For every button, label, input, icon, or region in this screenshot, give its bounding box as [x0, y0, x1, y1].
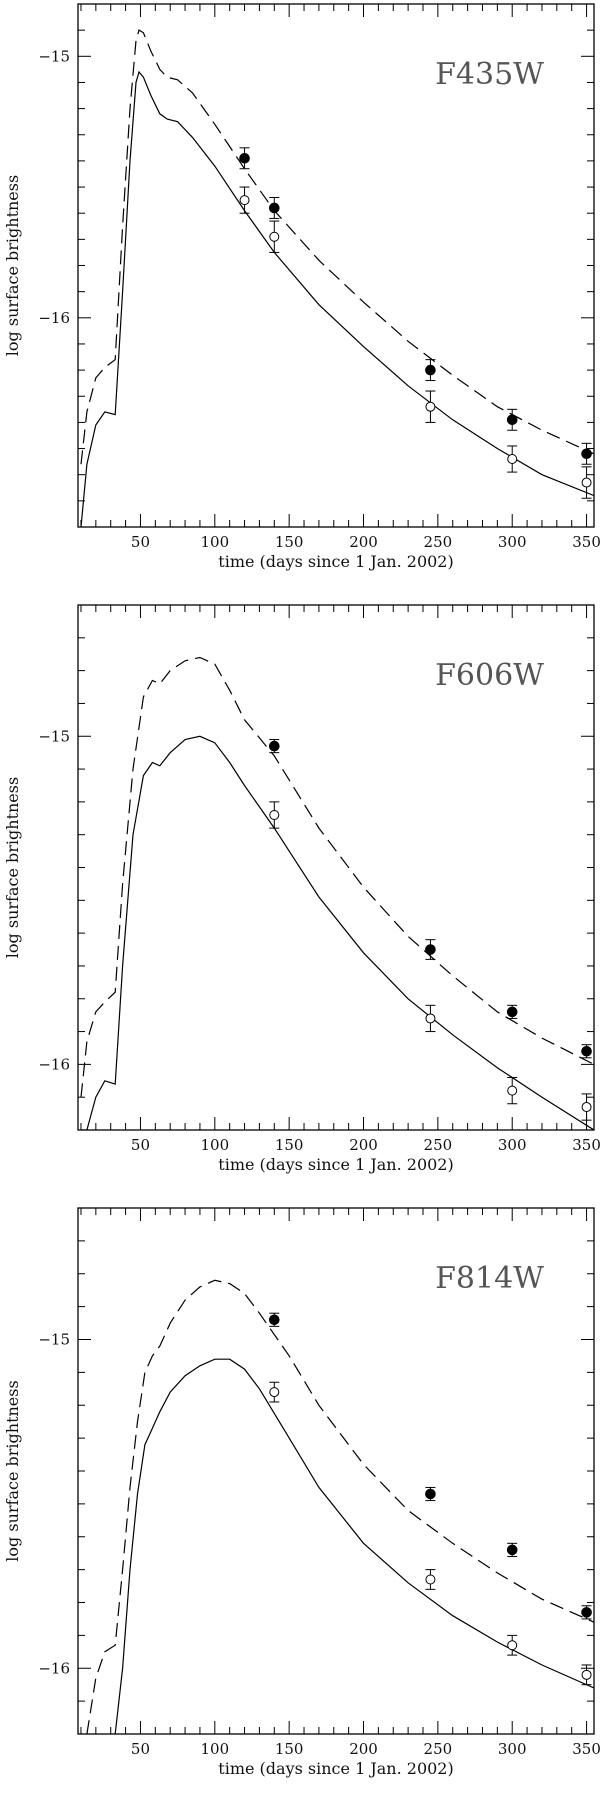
dashed-model-curve [86, 1279, 594, 1734]
data-point-filled [506, 1004, 518, 1019]
marker-open [507, 454, 518, 465]
solid-model-curve [80, 70, 594, 527]
data-point-open [507, 445, 518, 473]
data-point-open [425, 390, 436, 423]
y-axis-label: log surface brightness [3, 1380, 22, 1561]
x-tick-label: 150 [275, 533, 304, 551]
marker-open [425, 1574, 436, 1585]
marker-filled [506, 1006, 518, 1018]
marker-filled [581, 1607, 592, 1618]
marker-open [581, 1102, 592, 1113]
data-point-open [269, 801, 280, 829]
y-axis-label: log surface brightness [3, 777, 22, 958]
marker-open [507, 1640, 518, 1651]
y-tick-label: −16 [38, 1659, 70, 1677]
x-tick-label: 100 [200, 533, 229, 551]
data-point-filled [506, 1542, 518, 1557]
x-tick-label: 350 [572, 1136, 600, 1154]
data-point-open [507, 1077, 518, 1105]
x-tick-label: 300 [498, 1136, 527, 1154]
data-point-open [269, 1381, 280, 1403]
data-point-filled [425, 1486, 436, 1502]
data-point-filled [506, 408, 518, 431]
x-axis-label: time (days since 1 Jan. 2002) [218, 1155, 453, 1174]
marker-open [425, 401, 436, 412]
marker-open [581, 477, 592, 488]
data-point-open [581, 1664, 592, 1686]
data-point-open [269, 220, 280, 253]
y-tick-label: −16 [38, 1055, 70, 1073]
data-point-filled [268, 739, 280, 754]
marker-filled [581, 1045, 592, 1057]
x-tick-label: 150 [275, 1740, 304, 1758]
marker-open [425, 1013, 436, 1024]
x-tick-label: 350 [572, 533, 600, 551]
y-tick-label: −15 [38, 47, 70, 65]
x-axis-label: time (days since 1 Jan. 2002) [218, 552, 453, 571]
panel-f606w: 50 100 150 200 250 300 350 −15 −16 time (days sin… [3, 604, 600, 1174]
data-point-open [507, 1634, 518, 1656]
marker-filled [425, 364, 436, 376]
marker-filled [268, 202, 280, 214]
marker-open [269, 1387, 280, 1398]
y-tick-label: −15 [38, 727, 70, 745]
x-tick-label: 100 [200, 1740, 229, 1758]
data-point-filled [581, 1605, 592, 1620]
x-tick-label: 50 [131, 533, 150, 551]
x-tick-label: 150 [275, 1136, 304, 1154]
x-tick-label: 200 [349, 533, 378, 551]
x-tick-label: 300 [498, 1740, 527, 1758]
x-tick-label: 250 [424, 1740, 453, 1758]
data-point-filled [425, 939, 436, 960]
x-tick-label: 200 [349, 1136, 378, 1154]
marker-filled [268, 1314, 280, 1326]
data-point-filled [425, 359, 436, 382]
marker-filled [581, 448, 592, 460]
x-tick-label: 50 [131, 1740, 150, 1758]
panel-f435w: 50 100 150 200 250 300 350 −15 −16 time (days sin… [3, 3, 600, 571]
data-point-filled [268, 197, 280, 219]
y-tick-label: −16 [38, 309, 70, 327]
data-point-filled [581, 442, 592, 465]
filter-label: F606W [435, 658, 544, 693]
marker-filled [268, 740, 280, 752]
filter-label: F814W [435, 1261, 544, 1296]
marker-filled [506, 1544, 518, 1556]
marker-filled [425, 944, 436, 955]
x-tick-label: 200 [349, 1740, 378, 1758]
x-axis-label: time (days since 1 Jan. 2002) [218, 1759, 453, 1778]
data-point-open [425, 1569, 436, 1590]
data-point-open [239, 186, 250, 214]
marker-filled [425, 1488, 436, 1500]
x-tick-label: 250 [424, 1136, 453, 1154]
data-point-filled [581, 1044, 592, 1059]
marker-open [507, 1085, 518, 1096]
y-axis-label: log surface brightness [3, 175, 22, 356]
x-tick-label: 50 [131, 1136, 150, 1154]
marker-open [269, 810, 280, 820]
marker-filled [506, 414, 518, 426]
data-point-filled [268, 1312, 280, 1327]
solid-model-curve [114, 1358, 594, 1734]
panel-f814w: 50 100 150 200 250 300 350 −15 −16 time (days sin… [3, 1207, 600, 1778]
solid-model-curve [81, 735, 594, 1130]
dashed-model-curve [80, 656, 594, 1098]
marker-open [581, 1669, 592, 1680]
x-tick-label: 100 [200, 1136, 229, 1154]
data-point-open [425, 1004, 436, 1033]
filter-label: F435W [435, 57, 544, 92]
y-tick-label: −15 [38, 1331, 70, 1349]
data-point-open [581, 466, 592, 499]
x-tick-label: 250 [424, 533, 453, 551]
x-tick-label: 300 [498, 533, 527, 551]
marker-filled [239, 152, 250, 164]
marker-open [239, 195, 250, 206]
dashed-model-curve [80, 29, 594, 465]
data-point-open [581, 1093, 592, 1121]
data-point-filled [239, 147, 250, 170]
marker-open [269, 231, 280, 242]
x-tick-label: 350 [572, 1740, 600, 1758]
